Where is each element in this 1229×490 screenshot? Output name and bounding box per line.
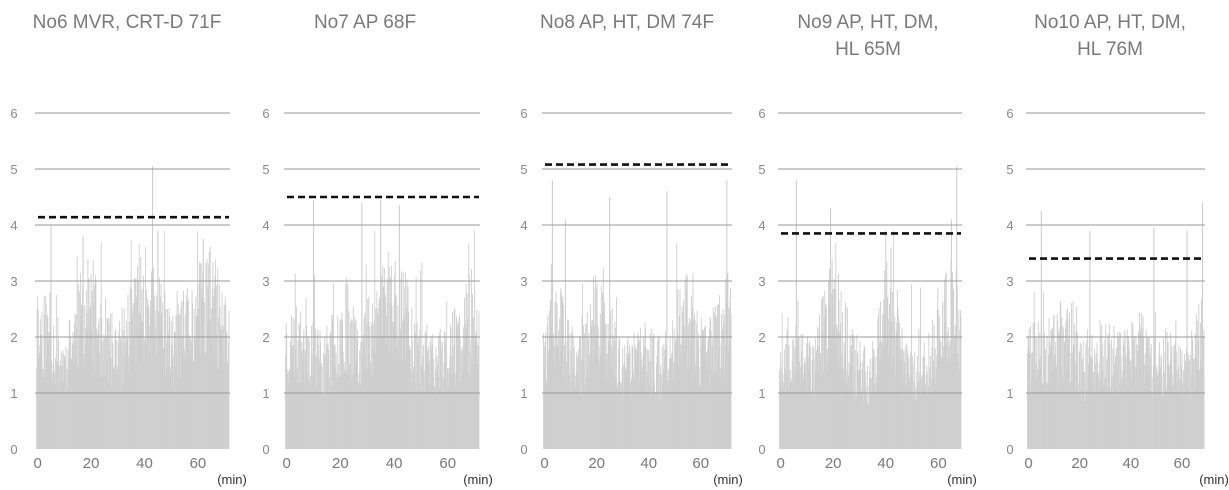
x-tick-label: 60 bbox=[190, 455, 207, 472]
x-tick-label: 20 bbox=[1071, 455, 1088, 472]
y-tick-label: 3 bbox=[10, 274, 17, 289]
y-tick-label: 5 bbox=[1006, 162, 1013, 177]
x-tick-label: 40 bbox=[877, 455, 894, 472]
data-bars bbox=[543, 180, 732, 449]
x-tick-label: 20 bbox=[588, 455, 605, 472]
y-tick-label: 1 bbox=[520, 386, 527, 401]
x-tick-label: 40 bbox=[386, 455, 403, 472]
x-tick-label: 40 bbox=[1122, 455, 1139, 472]
data-bars bbox=[285, 199, 480, 449]
x-tick-label: 0 bbox=[283, 455, 291, 472]
x-axis-unit: (min) bbox=[217, 472, 247, 487]
x-tick-label: 0 bbox=[540, 455, 548, 472]
y-tick-label: 2 bbox=[262, 330, 269, 345]
chart-title-line-1: No7 AP 68F bbox=[314, 12, 416, 33]
y-tick-label: 1 bbox=[758, 386, 765, 401]
chart-title-line-1: No8 AP, HT, DM 74F bbox=[540, 12, 714, 33]
y-tick-label: 3 bbox=[520, 274, 527, 289]
y-tick-label: 6 bbox=[758, 106, 765, 121]
x-tick-label: 20 bbox=[332, 455, 349, 472]
x-tick-label: 40 bbox=[136, 455, 153, 472]
y-tick-label: 6 bbox=[1006, 106, 1013, 121]
x-tick-label: 60 bbox=[1174, 455, 1191, 472]
x-axis-unit: (min) bbox=[713, 472, 743, 487]
chart-title-line-1: No9 AP, HT, DM, bbox=[797, 12, 938, 33]
chart-title-line-2: HL 76M bbox=[1077, 39, 1143, 60]
y-tick-label: 0 bbox=[262, 442, 269, 457]
y-tick-label: 5 bbox=[10, 162, 17, 177]
y-tick-label: 5 bbox=[262, 162, 269, 177]
y-tick-label: 3 bbox=[262, 274, 269, 289]
x-tick-label: 0 bbox=[33, 455, 41, 472]
y-tick-label: 4 bbox=[520, 218, 527, 233]
x-tick-label: 60 bbox=[930, 455, 947, 472]
y-tick-label: 3 bbox=[758, 274, 765, 289]
chart-title-line-1: No10 AP, HT, DM, bbox=[1034, 12, 1186, 33]
y-tick-label: 0 bbox=[1006, 442, 1013, 457]
y-tick-label: 0 bbox=[520, 442, 527, 457]
y-tick-label: 3 bbox=[1006, 274, 1013, 289]
y-tick-label: 2 bbox=[10, 330, 17, 345]
y-tick-label: 5 bbox=[758, 162, 765, 177]
y-tick-label: 1 bbox=[262, 386, 269, 401]
y-tick-label: 4 bbox=[262, 218, 269, 233]
y-tick-label: 0 bbox=[10, 442, 17, 457]
data-bars bbox=[779, 166, 962, 449]
y-tick-label: 2 bbox=[1006, 330, 1013, 345]
x-axis-unit: (min) bbox=[947, 472, 977, 487]
y-tick-label: 6 bbox=[262, 106, 269, 121]
y-tick-label: 2 bbox=[758, 330, 765, 345]
y-tick-label: 1 bbox=[10, 386, 17, 401]
x-axis-unit: (min) bbox=[463, 472, 493, 487]
y-tick-label: 2 bbox=[520, 330, 527, 345]
x-tick-label: 0 bbox=[776, 455, 784, 472]
x-tick-label: 20 bbox=[83, 455, 100, 472]
y-tick-label: 6 bbox=[10, 106, 17, 121]
y-tick-label: 4 bbox=[758, 218, 765, 233]
data-bars bbox=[36, 166, 230, 449]
data-bars bbox=[1027, 202, 1205, 449]
y-tick-label: 1 bbox=[1006, 386, 1013, 401]
x-tick-label: 40 bbox=[640, 455, 657, 472]
chart-title-line-1: No6 MVR, CRT-D 71F bbox=[33, 12, 222, 33]
y-tick-label: 6 bbox=[520, 106, 527, 121]
x-tick-label: 60 bbox=[692, 455, 709, 472]
y-tick-label: 4 bbox=[10, 218, 17, 233]
x-tick-label: 0 bbox=[1024, 455, 1032, 472]
x-axis-unit: (min) bbox=[1199, 472, 1229, 487]
y-tick-label: 4 bbox=[1006, 218, 1013, 233]
y-tick-label: 0 bbox=[758, 442, 765, 457]
y-tick-label: 5 bbox=[520, 162, 527, 177]
x-tick-label: 60 bbox=[439, 455, 456, 472]
chart-title-line-2: HL 65M bbox=[835, 39, 901, 60]
x-tick-label: 20 bbox=[825, 455, 842, 472]
